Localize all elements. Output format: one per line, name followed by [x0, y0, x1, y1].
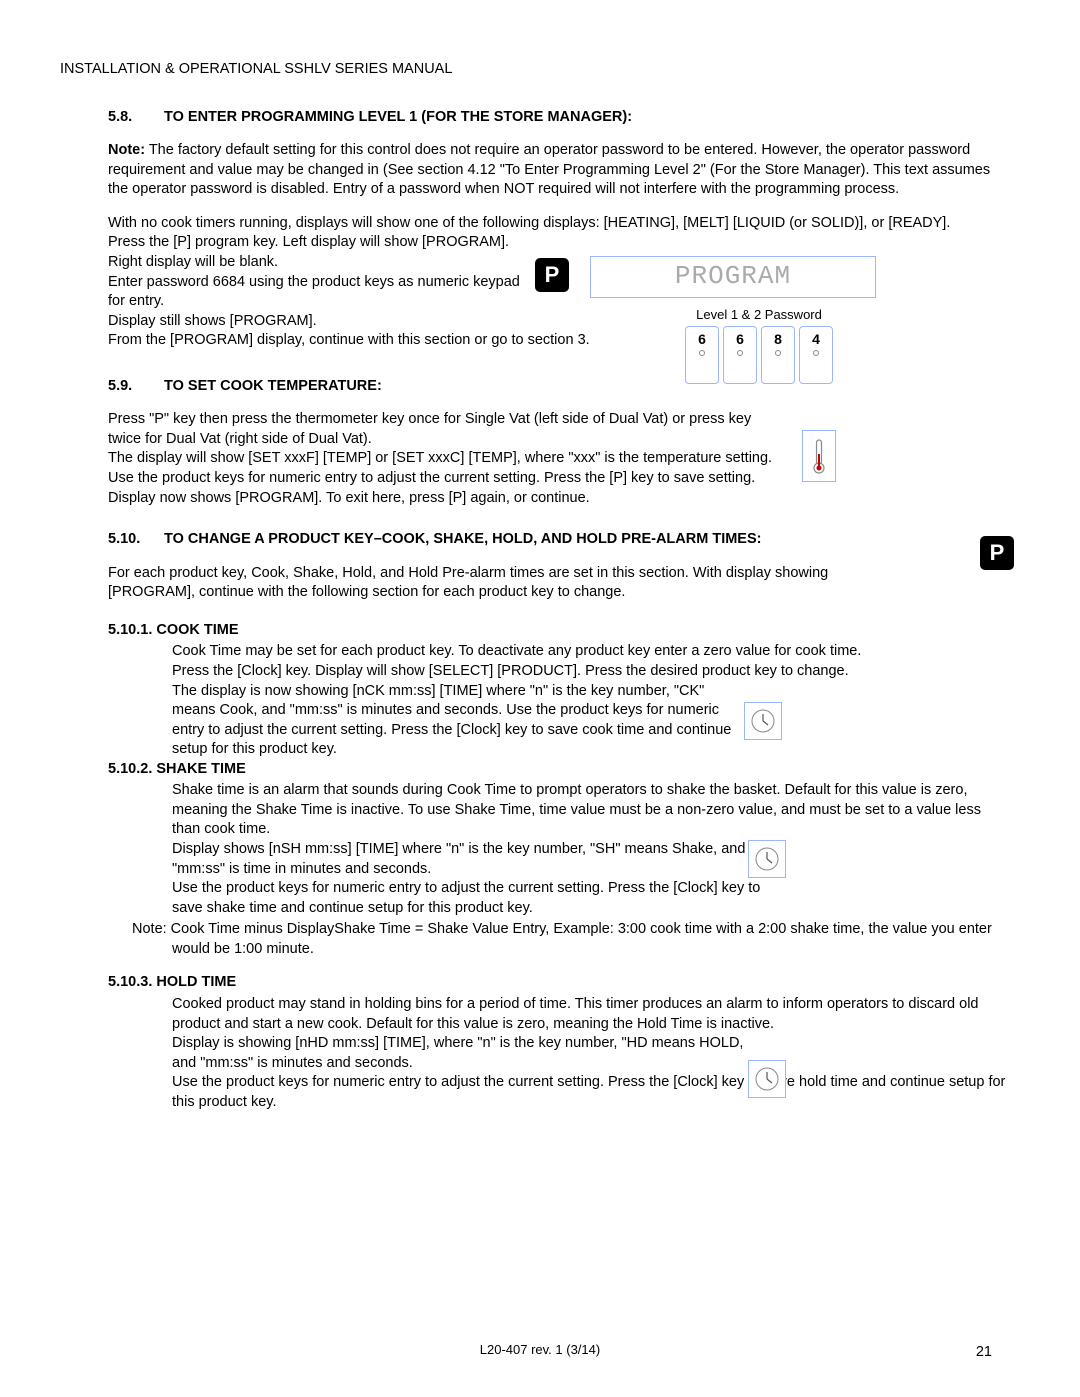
p-key-icon-2: P: [980, 536, 1014, 570]
clock-icon-2: [748, 840, 786, 878]
s5101-p1: Cook Time may be set for each product ke…: [172, 642, 1010, 662]
section-5-9: 5.9. TO SET COOK TEMPERATURE: Press "P" …: [60, 377, 1010, 508]
program-display: PROGRAM: [590, 256, 876, 298]
sub-num-5-10-2: 5.10.2.: [108, 761, 152, 777]
sec-5-10-intro: For each product key, Cook, Shake, Hold,…: [108, 564, 868, 603]
s5101-p3: The display is now showing [nCK mm:ss] […: [172, 682, 742, 760]
sec-5-8-note: Note: The factory default setting for th…: [108, 141, 1010, 200]
sec-5-9-body: Press "P" key then press the thermometer…: [108, 410, 778, 508]
password-key-2: 6: [723, 326, 757, 384]
sec-num-5-10: 5.10.: [108, 530, 164, 550]
sec-5-8-p2c: Enter password 6684 using the product ke…: [108, 273, 528, 312]
thermometer-icon: [802, 430, 836, 482]
p-key-icon: P: [535, 258, 569, 292]
s5102-p1: Shake time is an alarm that sounds durin…: [172, 781, 1010, 840]
password-block: Level 1 & 2 Password 6 6 8 4: [680, 306, 838, 384]
s5102-note: Note: Cook Time minus DisplayShake Time …: [132, 920, 1010, 959]
sec-5-8-p2d: Display still shows [PROGRAM].: [108, 313, 317, 329]
sec-title-5-10: TO CHANGE A PRODUCT KEY–COOK, SHAKE, HOL…: [164, 530, 761, 550]
sec-5-8-p2b: Press the [P] program key. Left display …: [108, 233, 528, 272]
sec-title-5-8: TO ENTER PROGRAMMING LEVEL 1 (FOR THE ST…: [164, 108, 632, 128]
program-display-text: PROGRAM: [675, 259, 791, 294]
sub-num-5-10-3: 5.10.3.: [108, 974, 152, 990]
section-5-10-3: 5.10.3. HOLD TIME Cooked product may sta…: [60, 973, 1010, 1112]
sec-num-5-8: 5.8.: [108, 108, 164, 128]
section-5-10: 5.10. TO CHANGE A PRODUCT KEY–COOK, SHAK…: [60, 530, 1010, 603]
password-key-4: 4: [799, 326, 833, 384]
sec-num-5-9: 5.9.: [108, 377, 164, 397]
sec-title-5-9: TO SET COOK TEMPERATURE:: [164, 377, 382, 397]
sec-5-8-p2e: From the [PROGRAM] display, continue wit…: [108, 332, 590, 348]
footer-rev: L20-407 rev. 1 (3/14): [0, 1341, 1080, 1359]
section-5-10-1: 5.10.1. COOK TIME Cook Time may be set f…: [60, 621, 1010, 760]
s5101-p2: Press the [Clock] key. Display will show…: [172, 662, 1010, 682]
clock-icon-3: [748, 1060, 786, 1098]
s5102-p3: Use the product keys for numeric entry t…: [172, 879, 792, 918]
sub-title-5-10-2: SHAKE TIME: [156, 761, 245, 777]
manual-header: INSTALLATION & OPERATIONAL SSHLV SERIES …: [60, 60, 1010, 80]
section-5-8: 5.8. TO ENTER PROGRAMMING LEVEL 1 (FOR T…: [60, 108, 1010, 351]
sub-title-5-10-1: COOK TIME: [156, 622, 238, 638]
sub-num-5-10-1: 5.10.1.: [108, 622, 152, 638]
s5102-note-text: Note: Cook Time minus DisplayShake Time …: [132, 920, 1010, 959]
s5103-p2: Display is showing [nHD mm:ss] [TIME], w…: [172, 1034, 752, 1073]
s5102-p2: Display shows [nSH mm:ss] [TIME] where "…: [172, 840, 752, 879]
s5103-p3: Use the product keys for numeric entry t…: [172, 1073, 1010, 1112]
password-key-3: 8: [761, 326, 795, 384]
sub-title-5-10-3: HOLD TIME: [156, 974, 236, 990]
page-number: 21: [976, 1343, 992, 1363]
clock-icon-1: [744, 702, 782, 740]
password-key-1: 6: [685, 326, 719, 384]
sec-5-8-p2a: With no cook timers running, displays wi…: [108, 215, 950, 231]
password-label: Level 1 & 2 Password: [680, 306, 838, 324]
s5103-p1: Cooked product may stand in holding bins…: [172, 995, 1010, 1034]
section-5-10-2: 5.10.2. SHAKE TIME Shake time is an alar…: [60, 760, 1010, 960]
